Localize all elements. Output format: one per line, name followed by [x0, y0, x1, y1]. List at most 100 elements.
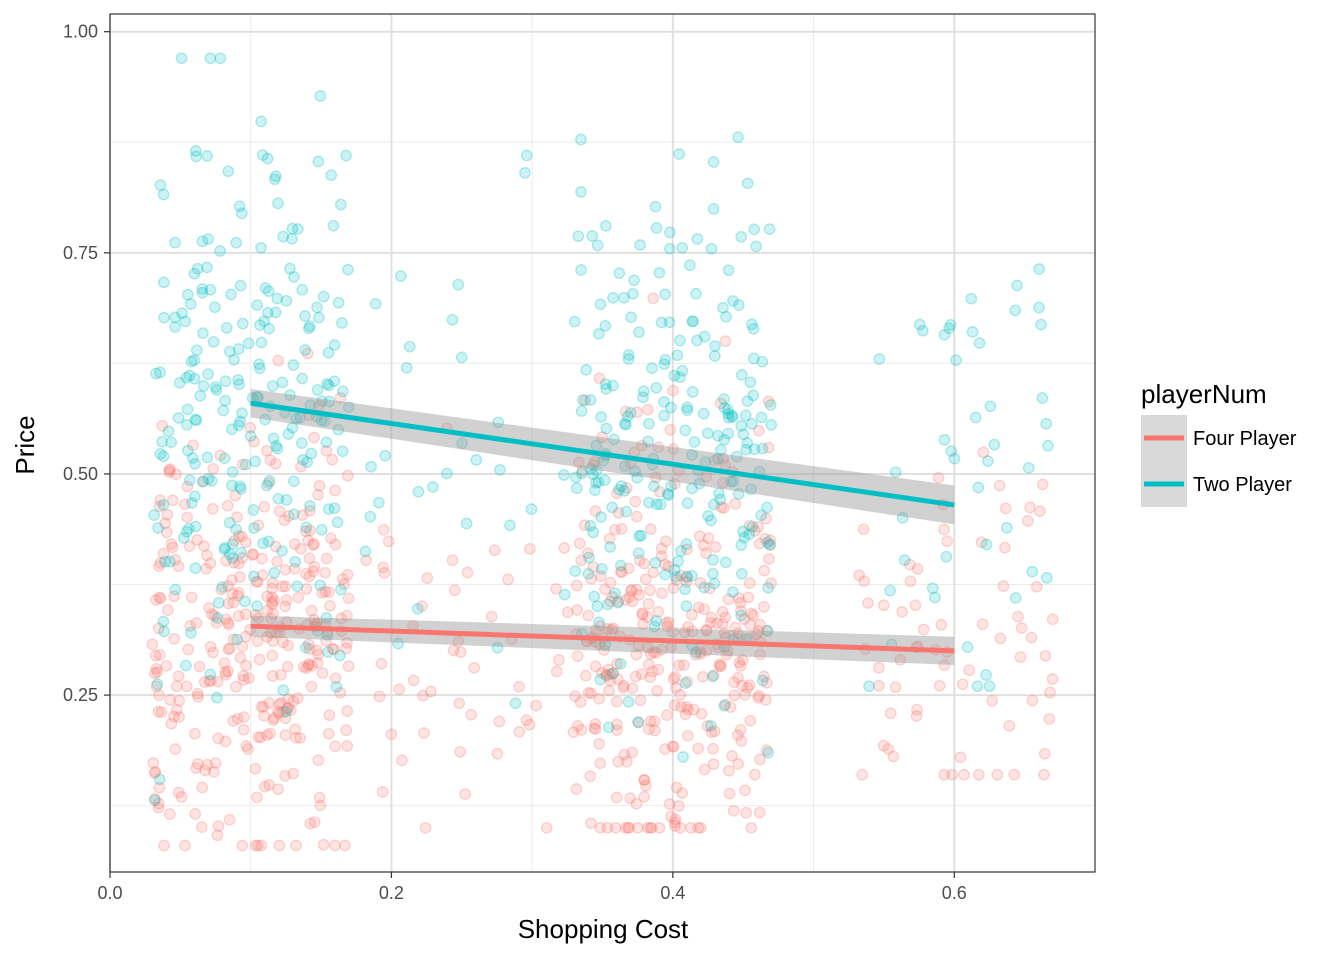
point-four-player: [652, 605, 665, 618]
point-two-player: [186, 452, 199, 464]
point-two-player: [299, 641, 312, 654]
point-two-player: [913, 318, 926, 331]
point-four-player: [678, 659, 690, 671]
point-two-player: [686, 386, 699, 398]
point-two-player: [580, 364, 592, 376]
point-two-player: [674, 334, 686, 347]
point-two-player: [613, 484, 625, 496]
point-four-player: [276, 580, 289, 593]
point-four-player: [626, 746, 638, 759]
point-four-player: [316, 667, 329, 679]
point-two-player: [618, 417, 631, 430]
point-four-player: [152, 797, 165, 810]
point-four-player: [266, 598, 279, 611]
point-four-player: [152, 801, 165, 814]
point-two-player: [148, 509, 160, 521]
point-four-player: [956, 678, 969, 691]
point-four-player: [749, 768, 761, 781]
point-four-player: [326, 643, 339, 655]
point-two-player: [302, 322, 315, 335]
point-two-player: [707, 203, 720, 215]
point-four-player: [705, 726, 718, 739]
point-two-player: [249, 455, 262, 468]
point-four-player: [682, 703, 694, 716]
point-four-player: [669, 813, 682, 826]
point-two-player: [239, 458, 252, 471]
point-four-player: [233, 557, 245, 570]
point-two-player: [1033, 263, 1046, 275]
point-four-player: [717, 476, 729, 489]
point-four-player: [670, 681, 682, 694]
point-two-player: [201, 451, 214, 464]
point-two-player: [725, 475, 737, 488]
point-two-player: [185, 497, 198, 509]
point-two-player: [940, 550, 953, 563]
point-two-player: [255, 336, 268, 349]
point-two-player: [709, 340, 721, 352]
point-four-player: [904, 575, 917, 588]
point-four-player: [181, 480, 194, 493]
point-four-player: [513, 725, 526, 738]
point-four-player: [160, 526, 173, 539]
point-two-player: [558, 469, 570, 481]
point-four-player: [279, 563, 292, 576]
point-four-player: [625, 584, 638, 597]
point-four-player: [235, 530, 248, 543]
point-four-player: [765, 577, 777, 590]
point-four-player: [689, 648, 702, 661]
point-four-player: [858, 575, 870, 587]
point-two-player: [188, 354, 201, 367]
point-two-player: [685, 569, 698, 582]
point-four-player: [617, 681, 630, 694]
point-two-player: [284, 389, 296, 401]
point-four-player: [375, 657, 388, 670]
point-four-player: [169, 554, 182, 566]
point-four-player: [288, 538, 301, 550]
point-four-player: [214, 449, 227, 462]
point-four-player: [719, 611, 732, 624]
point-two-player: [595, 411, 607, 423]
point-two-player: [253, 362, 266, 375]
point-four-player: [329, 672, 342, 685]
point-two-player: [613, 267, 626, 280]
point-two-player: [296, 283, 309, 296]
point-two-player: [340, 149, 352, 162]
point-two-player: [244, 430, 257, 442]
point-two-player: [1009, 304, 1022, 317]
point-two-player: [369, 297, 382, 310]
point-two-player: [328, 375, 341, 388]
point-two-player: [280, 294, 293, 307]
point-two-player: [322, 503, 335, 515]
point-four-player: [153, 560, 165, 573]
point-four-player: [872, 679, 885, 692]
point-two-player: [654, 498, 667, 511]
point-four-player: [999, 541, 1011, 554]
point-two-player: [635, 529, 647, 542]
point-two-player: [643, 417, 655, 430]
point-four-player: [219, 666, 232, 678]
point-two-player: [255, 241, 267, 254]
point-four-player: [609, 523, 621, 536]
point-four-player: [277, 636, 289, 649]
point-four-player: [319, 566, 331, 579]
point-two-player: [558, 588, 571, 601]
point-two-player: [330, 681, 343, 693]
point-two-player: [744, 376, 757, 389]
point-four-player: [153, 591, 166, 604]
point-four-player: [619, 821, 632, 834]
point-four-player: [303, 570, 316, 583]
point-four-player: [638, 774, 650, 786]
point-four-player: [700, 624, 713, 636]
point-two-player: [1033, 301, 1045, 314]
point-four-player: [615, 523, 628, 535]
point-four-player: [638, 790, 651, 803]
point-two-player: [334, 583, 347, 596]
point-two-player: [714, 493, 727, 506]
point-four-player: [166, 541, 179, 554]
point-four-player: [760, 512, 772, 525]
point-four-player: [273, 505, 286, 518]
point-four-player: [693, 530, 706, 543]
point-four-player: [975, 536, 988, 549]
point-two-player: [258, 315, 271, 328]
point-two-player: [1040, 417, 1053, 430]
